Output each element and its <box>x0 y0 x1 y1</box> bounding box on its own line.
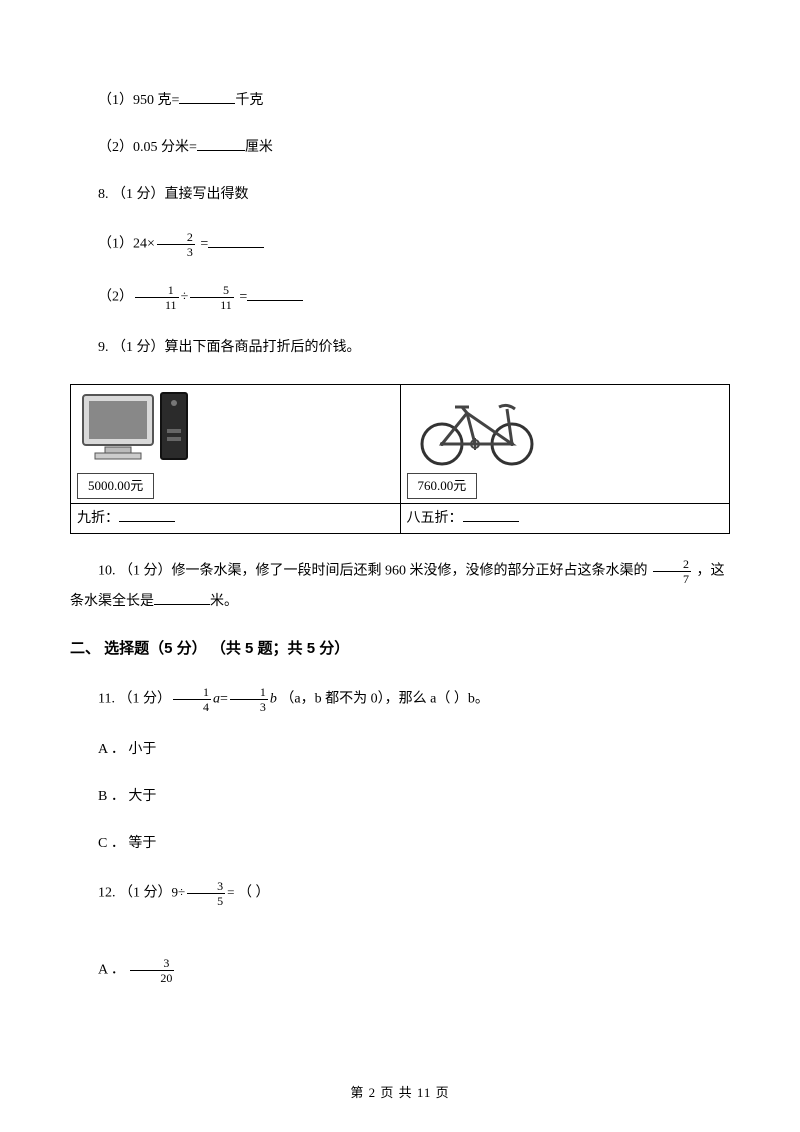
right-discount-blank[interactable] <box>463 508 519 522</box>
q12-optA[interactable]: A ． 320 <box>70 957 730 984</box>
q8-label: 8. （1 分）直接写出得数 <box>98 187 249 202</box>
q7a-blank[interactable] <box>179 90 235 104</box>
q12-prefix: 12. （1 分） <box>98 886 172 901</box>
q9-stem: 9. （1 分）算出下面各商品打折后的价钱。 <box>70 337 730 358</box>
cell-right-discount: 八五折： <box>400 503 730 533</box>
q7b-label: （2）0.05 分米= <box>98 140 197 155</box>
q11-stem: 11. （1 分）14a=13b （a，b 都不为 0），那么 a（ ）b。 <box>70 686 730 713</box>
q8a-prefix: （1）24× <box>98 237 155 252</box>
q7a: （1）950 克= 千克 <box>70 90 730 111</box>
q11-frac-lhs: 14 <box>173 686 211 713</box>
q10-blank[interactable] <box>154 591 210 605</box>
q11-optC[interactable]: C ． 等于 <box>70 833 730 854</box>
cell-bike: 760.00元 <box>400 385 730 504</box>
right-discount-label: 八五折： <box>407 511 463 526</box>
table-row-images: 5000.00元 760.00元 <box>71 385 730 504</box>
q8a-frac: 23 <box>157 231 195 258</box>
q12-lhs: 9÷ <box>172 885 186 900</box>
q8a: （1）24×23 = <box>70 231 730 258</box>
q11-optA[interactable]: A ． 小于 <box>70 739 730 760</box>
q8b-frac2: 511 <box>190 284 234 311</box>
q8b: （2）111÷511 = <box>70 284 730 311</box>
q7b: （2）0.05 分米= 厘米 <box>70 137 730 158</box>
q8a-blank[interactable] <box>208 234 264 248</box>
q8b-prefix: （2） <box>98 290 133 305</box>
left-discount-label: 九折： <box>77 511 119 526</box>
q11-rhs-var: b <box>270 692 277 707</box>
q10-frac: 27 <box>653 558 691 585</box>
q12-frac: 35 <box>187 880 225 907</box>
bike-price: 760.00元 <box>407 473 478 499</box>
q12-stem: 12. （1 分）9÷35= （ ） <box>70 880 730 907</box>
q12-optA-prefix: A ． <box>98 963 125 978</box>
q10-part3: 条水渠全长是 <box>70 594 154 609</box>
q12-optA-frac: 320 <box>130 957 174 984</box>
q8-stem: 8. （1 分）直接写出得数 <box>70 184 730 205</box>
q11-eq: = <box>220 692 228 707</box>
cell-computer: 5000.00元 <box>71 385 401 504</box>
cell-left-discount: 九折： <box>71 503 401 533</box>
product-table: 5000.00元 760.00元 <box>70 384 730 534</box>
q11-suffix: （a，b 都不为 0），那么 a（ ）b。 <box>277 692 489 707</box>
q11-frac-rhs: 13 <box>230 686 268 713</box>
computer-icon <box>77 389 197 467</box>
q7b-blank[interactable] <box>197 137 245 151</box>
q9-label: 9. （1 分）算出下面各商品打折后的价钱。 <box>98 340 361 355</box>
section2-heading: 二、 选择题（5 分） （共 5 题；共 5 分） <box>70 638 730 661</box>
q10-part2: ，这 <box>693 563 725 578</box>
q11-optB[interactable]: B ． 大于 <box>70 786 730 807</box>
q12-suffix: （ ） <box>234 886 269 901</box>
q7a-unit: 千克 <box>235 93 263 108</box>
page-footer: 第 2 页 共 11 页 <box>0 1083 800 1103</box>
left-discount-blank[interactable] <box>119 508 175 522</box>
bicycle-icon <box>407 389 547 467</box>
q10-line2: 条水渠全长是 米。 <box>70 591 730 612</box>
q8b-op: ÷ <box>181 290 189 305</box>
q8b-eq: = <box>236 290 247 305</box>
table-row-discount: 九折： 八五折： <box>71 503 730 533</box>
q8a-eq: = <box>197 237 208 252</box>
computer-price: 5000.00元 <box>77 473 154 499</box>
q10-part4: 米。 <box>210 594 238 609</box>
q10-line1: 10. （1 分）修一条水渠，修了一段时间后还剩 960 米没修，没修的部分正好… <box>70 558 730 585</box>
q7a-label: （1）950 克= <box>98 93 179 108</box>
q11-prefix: 11. （1 分） <box>98 692 171 707</box>
q10-part1: 10. （1 分）修一条水渠，修了一段时间后还剩 960 米没修，没修的部分正好… <box>98 563 651 578</box>
q8b-frac1: 111 <box>135 284 179 311</box>
q7b-unit: 厘米 <box>245 140 273 155</box>
q11-lhs-var: a <box>213 692 220 707</box>
q8b-blank[interactable] <box>247 287 303 301</box>
